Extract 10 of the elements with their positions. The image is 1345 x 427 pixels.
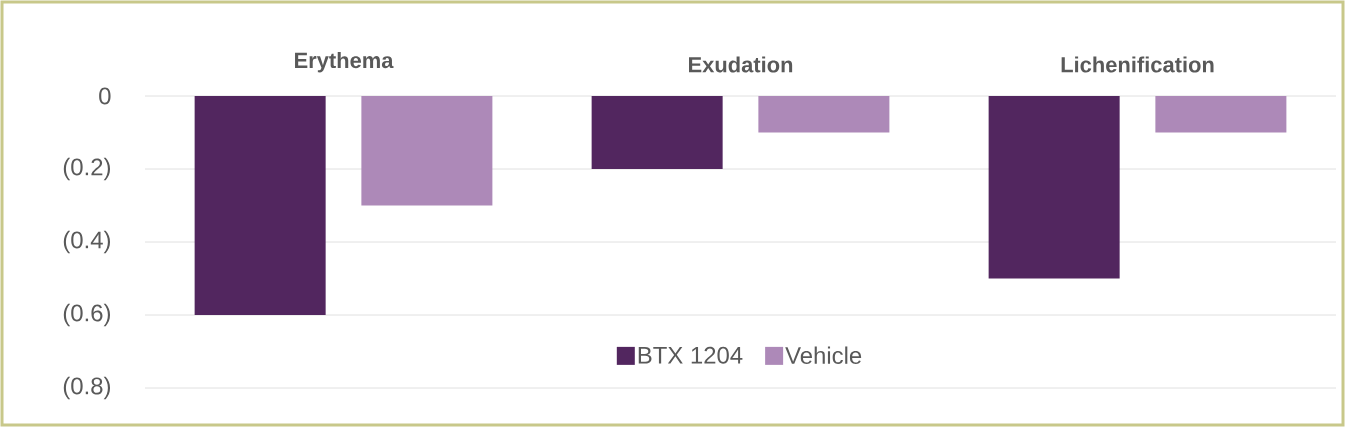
y-tick-label: (0.2): [63, 157, 111, 181]
legend-label: BTX 1204: [638, 346, 743, 364]
y-tick-label: (0.4): [63, 230, 111, 254]
x-tick-label: Lichenification: [1061, 56, 1214, 73]
y-tick-label: (0.8): [63, 376, 111, 400]
y-tick-label: (0.6): [63, 303, 111, 327]
x-tick-label: Erythema: [295, 52, 394, 73]
y-tick-label: 0: [99, 87, 111, 105]
x-tick-label: Exudation: [689, 56, 793, 73]
legend-label: Vehicle: [785, 346, 862, 365]
